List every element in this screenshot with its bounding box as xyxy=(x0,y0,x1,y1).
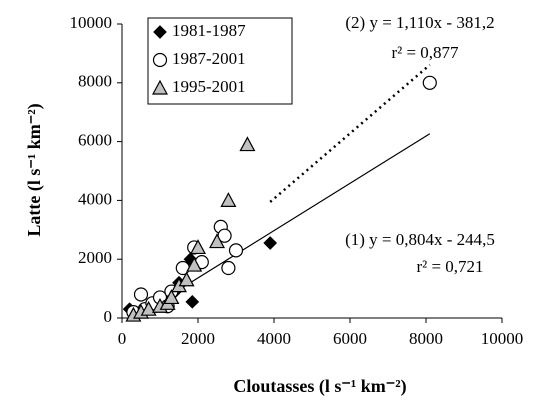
x-tick-label: 6000 xyxy=(333,329,367,348)
legend-marker xyxy=(152,52,168,68)
trendline-equation: (2) y = 1,110x - 381,2 xyxy=(345,13,494,32)
trendline xyxy=(269,63,431,203)
legend-box xyxy=(147,17,293,105)
y-tick-label: 0 xyxy=(104,307,113,326)
legend-marker xyxy=(153,25,167,39)
legend-label: 1981-1987 xyxy=(172,21,246,40)
point xyxy=(220,192,237,207)
legend-label: 1995-2001 xyxy=(172,77,246,96)
trendline-equation: (1) y = 0,804x - 244,5 xyxy=(345,230,495,249)
x-tick-label: 2000 xyxy=(181,329,215,348)
y-tick-label: 6000 xyxy=(78,131,112,150)
point xyxy=(186,256,203,272)
legend-marker xyxy=(151,79,169,95)
point xyxy=(163,289,180,305)
x-tick-label: 4000 xyxy=(257,329,291,348)
point xyxy=(208,233,226,249)
legend-label: 1987-2001 xyxy=(172,49,246,68)
x-axis-title: Cloutasses (l s⁻¹ km⁻²) xyxy=(233,376,406,397)
point xyxy=(178,271,195,287)
y-tick-label: 4000 xyxy=(78,189,112,208)
point xyxy=(228,243,244,258)
y-axis-title: Latte (l s⁻¹ km⁻²) xyxy=(24,103,45,236)
point xyxy=(189,239,207,255)
point xyxy=(185,294,200,309)
point xyxy=(239,136,256,152)
trendline-r2: r² = 0,877 xyxy=(391,43,459,62)
y-tick-label: 8000 xyxy=(78,72,112,91)
y-tick-label: 2000 xyxy=(78,248,112,267)
x-tick-label: 0 xyxy=(118,329,127,348)
trendline-r2: r² = 0,721 xyxy=(416,257,483,276)
point xyxy=(140,300,157,316)
x-tick-label: 8000 xyxy=(409,329,443,348)
point xyxy=(422,75,437,90)
point xyxy=(175,260,190,276)
point xyxy=(221,260,236,276)
point xyxy=(133,287,149,302)
x-tick-label: 10000 xyxy=(481,329,524,348)
point xyxy=(263,236,278,250)
y-tick-label: 10000 xyxy=(70,13,113,32)
